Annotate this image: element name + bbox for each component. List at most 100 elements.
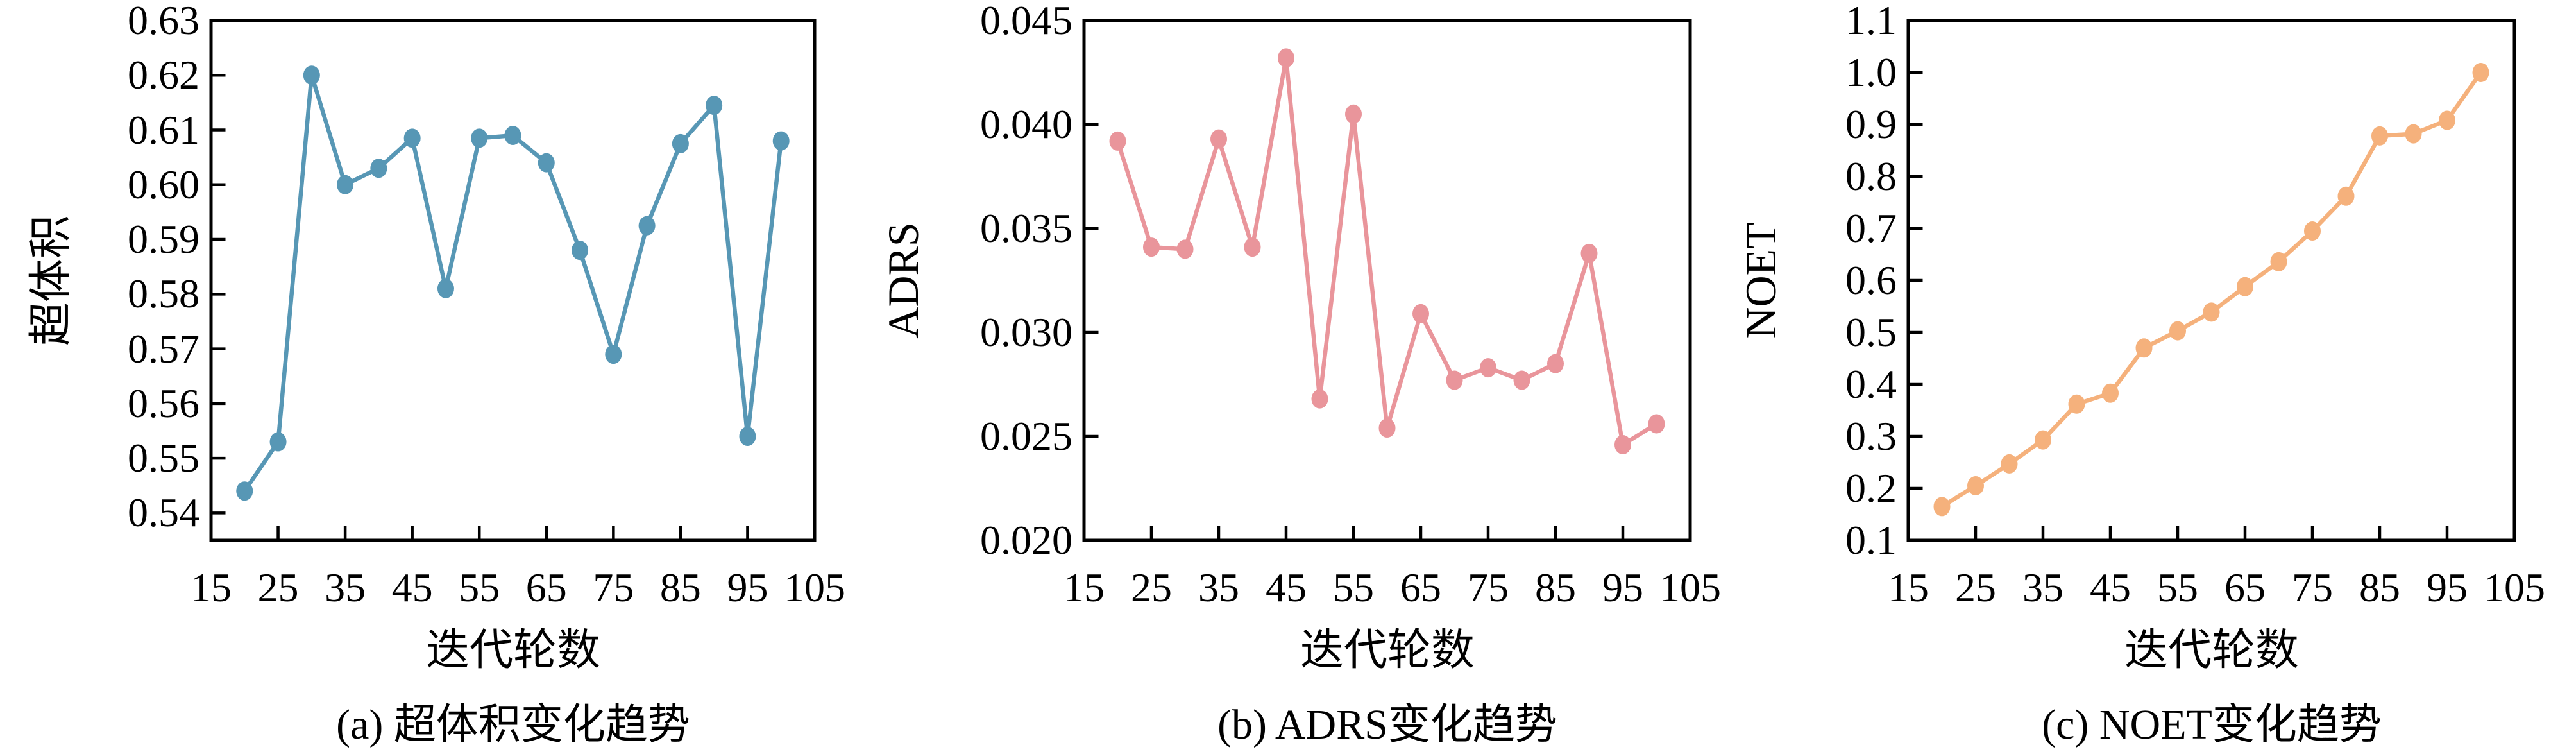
x-tick-label: 45 [1266, 565, 1307, 610]
data-point [2203, 302, 2220, 322]
x-tick-label: 25 [257, 565, 299, 610]
data-point [2035, 430, 2051, 450]
data-point [2135, 338, 2153, 358]
y-tick-label: 0.7 [1845, 205, 1897, 251]
x-tick-label: 65 [2224, 565, 2266, 610]
data-point [1311, 389, 1328, 409]
y-tick-label: 0.5 [1845, 309, 1897, 355]
data-point [2001, 454, 2018, 474]
data-point [572, 241, 589, 261]
y-tick-label: 0.3 [1845, 413, 1897, 459]
x-tick-label: 75 [593, 565, 634, 610]
x-tick-label: 55 [459, 565, 500, 610]
x-axis-label-chart-c: 迭代轮数 [2124, 626, 2299, 674]
data-point [2405, 124, 2422, 144]
data-point [605, 345, 622, 364]
data-point [2304, 221, 2321, 241]
y-tick-label: 0.62 [128, 52, 199, 98]
data-point [1513, 370, 1530, 390]
y-tick-label: 0.6 [1845, 257, 1897, 303]
data-point [1933, 497, 1951, 517]
data-point [1109, 131, 1126, 151]
x-axis-label-chart-b: 迭代轮数 [1300, 626, 1475, 674]
data-point [538, 153, 555, 173]
data-point [1176, 239, 1194, 259]
data-point [1967, 476, 1984, 495]
axes-frame [1906, 19, 2516, 542]
x-tick-label: 65 [1400, 565, 1441, 610]
y-tick-label: 0.035 [980, 205, 1072, 251]
y-tick-label: 0.4 [1845, 361, 1897, 407]
y-tick-label: 0.60 [128, 161, 199, 207]
data-point [1278, 48, 1294, 68]
x-tick-label: 85 [659, 565, 701, 610]
x-tick-label: 85 [2359, 565, 2400, 610]
data-point [2439, 110, 2455, 130]
axes-frame [1082, 19, 1692, 542]
data-point [2337, 186, 2355, 206]
data-point [638, 216, 656, 236]
data-point [2270, 252, 2287, 271]
x-tick-label: 95 [1602, 565, 1643, 610]
x-tick-label: 95 [727, 565, 768, 610]
axes-frame [209, 19, 817, 542]
x-tick-label: 45 [391, 565, 433, 610]
series-line-noet-trend [1940, 70, 2483, 509]
y-tick-label: 1.1 [1845, 0, 1897, 43]
x-tick-label: 85 [1535, 565, 1576, 610]
x-axis-label-chart-a: 迭代轮数 [425, 626, 600, 674]
data-point [471, 128, 488, 148]
x-tick-label: 105 [1659, 565, 1721, 610]
y-tick-label: 0.8 [1845, 153, 1897, 199]
data-point [1143, 237, 1160, 257]
data-point [1244, 237, 1261, 257]
y-axis-label-adrs: ADRS [879, 222, 928, 339]
y-tick-label: 0.61 [128, 107, 199, 153]
y-tick-label: 1.0 [1845, 49, 1897, 95]
data-point [672, 133, 689, 153]
data-point [1480, 358, 1496, 378]
series-line-adrs-trend [1115, 56, 1659, 447]
x-tick-label: 105 [784, 565, 845, 610]
data-point [2102, 383, 2119, 403]
data-point [772, 131, 790, 151]
data-point [1345, 104, 1362, 124]
data-point [437, 278, 454, 298]
data-point [337, 175, 354, 194]
caption-chart-c: (c) NOET变化趋势 [2042, 701, 2382, 748]
y-tick-label: 0.57 [128, 325, 199, 372]
data-point [1614, 434, 1631, 454]
data-point [1580, 243, 1598, 263]
x-tick-label: 15 [191, 565, 232, 610]
y-tick-label: 0.020 [980, 517, 1072, 563]
data-point [504, 126, 521, 146]
data-point [370, 159, 387, 178]
x-tick-label: 15 [1063, 565, 1105, 610]
data-point [303, 65, 320, 85]
data-point [2371, 126, 2388, 146]
y-tick-label: 0.025 [980, 413, 1072, 459]
caption-chart-a: (a) 超体积变化趋势 [336, 701, 690, 748]
data-point [2237, 277, 2253, 296]
x-tick-label: 55 [2157, 565, 2198, 610]
data-point [1547, 354, 1564, 373]
x-tick-label: 65 [525, 565, 567, 610]
x-tick-label: 15 [1888, 565, 1929, 610]
x-tick-label: 105 [2484, 565, 2545, 610]
data-point [1412, 304, 1429, 323]
y-tick-label: 0.030 [980, 309, 1072, 355]
data-point [2169, 321, 2186, 341]
caption-chart-b: (b) ADRS变化趋势 [1217, 701, 1557, 748]
x-tick-label: 35 [1198, 565, 1239, 610]
data-point [2472, 63, 2489, 82]
y-tick-label: 0.55 [128, 435, 199, 481]
y-tick-label: 0.56 [128, 380, 199, 426]
y-tick-label: 0.59 [128, 216, 199, 262]
x-tick-label: 35 [325, 565, 366, 610]
y-tick-label: 0.58 [128, 271, 199, 317]
y-tick-label: 0.63 [128, 0, 199, 43]
y-tick-label: 0.54 [128, 490, 199, 536]
data-point [1648, 414, 1665, 434]
